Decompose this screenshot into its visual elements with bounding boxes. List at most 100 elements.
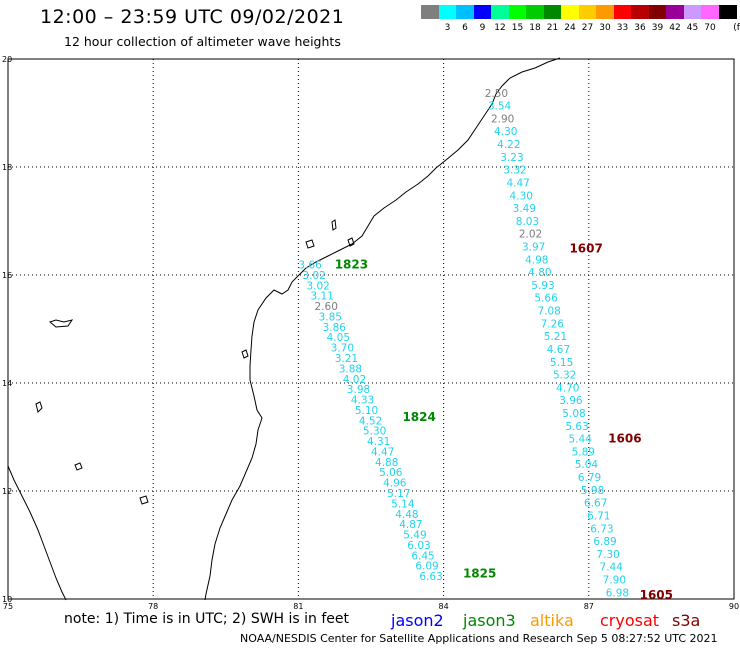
wave-height-label: 5.44 bbox=[569, 434, 593, 446]
wave-height-label: 3.49 bbox=[513, 203, 536, 215]
island-2 bbox=[35, 401, 43, 413]
wave-height-label: 2.50 bbox=[485, 88, 508, 100]
pass-number-label: 1825 bbox=[463, 566, 496, 580]
scale-swatch bbox=[561, 5, 579, 19]
scale-swatch bbox=[543, 5, 562, 19]
scale-label: 9 bbox=[479, 23, 486, 33]
scale-label: 45 bbox=[686, 23, 699, 33]
coastline-sri-lanka-west bbox=[7, 465, 67, 601]
scale-label: 70 bbox=[704, 23, 716, 33]
wave-height-label: 4.30 bbox=[494, 126, 517, 138]
wave-height-label: 5.93 bbox=[531, 280, 554, 292]
scale-swatch bbox=[421, 5, 439, 19]
wave-height-label: 5.32 bbox=[553, 370, 576, 382]
wave-height-label: 6.45 bbox=[411, 550, 434, 562]
lon-tick-label: 81 bbox=[293, 602, 303, 611]
wave-height-label: 5.98 bbox=[581, 485, 604, 497]
wave-height-label: 3.70 bbox=[331, 343, 354, 355]
wave-height-label: 7.08 bbox=[537, 306, 560, 318]
note-text: note: 1) Time is in UTC; 2) SWH is in fe… bbox=[64, 611, 350, 627]
wave-height-label: 4.05 bbox=[327, 332, 350, 344]
wave-height-label: 5.30 bbox=[363, 426, 386, 438]
scale-label: 30 bbox=[599, 23, 611, 33]
wave-height-label: 4.47 bbox=[371, 446, 394, 458]
island-6 bbox=[331, 219, 337, 231]
wave-height-label: 3.98 bbox=[347, 384, 370, 396]
wave-height-label: 2.60 bbox=[315, 301, 338, 313]
wave-height-label: 6.71 bbox=[587, 510, 610, 522]
pass-number-label: 1607 bbox=[569, 241, 602, 255]
scale-swatch bbox=[456, 5, 474, 19]
wave-height-label: 3.23 bbox=[500, 152, 523, 164]
pass-number-label: 1824 bbox=[402, 410, 435, 424]
scale-swatch bbox=[631, 5, 649, 19]
wave-height-label: 6.63 bbox=[419, 571, 442, 583]
wave-height-label: 2.02 bbox=[519, 229, 542, 241]
wave-height-label: 4.33 bbox=[351, 395, 374, 407]
island-7 bbox=[305, 239, 315, 249]
wave-height-label: 4.48 bbox=[395, 509, 418, 521]
island-1 bbox=[48, 319, 74, 328]
lon-tick-label: 75 bbox=[3, 602, 13, 611]
lon-tick-label: 84 bbox=[439, 602, 449, 611]
scale-label: 21 bbox=[546, 23, 559, 33]
lat-tick-label: 16 bbox=[2, 271, 12, 280]
wave-height-label: 4.67 bbox=[547, 344, 570, 356]
wave-height-label: 5.66 bbox=[534, 293, 558, 305]
wave-height-label: 3.88 bbox=[339, 363, 362, 375]
wave-height-label: 5.49 bbox=[403, 530, 426, 542]
wave-height-label: 5.15 bbox=[550, 357, 573, 369]
wave-height-label: 8.03 bbox=[516, 216, 539, 228]
scale-swatch bbox=[648, 5, 667, 19]
scale-label: 3 bbox=[444, 23, 451, 33]
wave-height-label: 4.80 bbox=[528, 267, 551, 279]
wave-height-label: 5.10 bbox=[355, 405, 378, 417]
altimeter-tracks: 3.663.023.023.112.603.853.864.053.703.21… bbox=[298, 88, 673, 602]
wave-height-label: 4.52 bbox=[359, 415, 382, 427]
wave-height-label: 5.08 bbox=[562, 408, 585, 420]
wave-height-label: 5.06 bbox=[379, 467, 403, 479]
island-4 bbox=[139, 495, 149, 505]
lon-tick-label: 78 bbox=[148, 602, 158, 611]
scale-label: 39 bbox=[651, 23, 664, 33]
lat-tick-label: 14 bbox=[2, 379, 12, 388]
wave-height-label: 7.26 bbox=[541, 318, 565, 330]
wave-height-label: 7.30 bbox=[596, 549, 619, 561]
pass-number-label: 1606 bbox=[608, 431, 641, 445]
lon-tick-label: 90 bbox=[729, 602, 739, 611]
wave-height-label: 6.67 bbox=[584, 498, 607, 510]
wave-height-label: 3.96 bbox=[559, 395, 583, 407]
wave-height-label: 3.02 bbox=[302, 270, 325, 282]
coastline-india-east bbox=[204, 57, 561, 601]
lat-tick-label: 18 bbox=[2, 163, 12, 172]
scale-label: 6 bbox=[462, 23, 468, 33]
pass-number-label: 1823 bbox=[335, 258, 368, 272]
wave-height-label: 3.66 bbox=[298, 260, 322, 272]
wave-height-label: 6.03 bbox=[407, 540, 430, 552]
scale-swatch bbox=[596, 5, 614, 19]
wave-height-label: 3.85 bbox=[319, 311, 342, 323]
scale-label: 18 bbox=[529, 23, 541, 33]
wave-height-label: 4.30 bbox=[510, 190, 533, 202]
wave-height-label: 7.44 bbox=[600, 562, 624, 574]
wave-height-label: 5.14 bbox=[391, 498, 415, 510]
scale-swatch bbox=[718, 5, 737, 19]
footer-credit: NOAA/NESDIS Center for Satellite Applica… bbox=[240, 632, 718, 645]
scale-label: 33 bbox=[616, 23, 629, 33]
grid-lines bbox=[8, 59, 734, 599]
scale-swatch bbox=[508, 5, 527, 19]
wave-height-label: 4.31 bbox=[367, 436, 390, 448]
wave-height-label: 4.22 bbox=[497, 139, 520, 151]
scale-label: 24 bbox=[564, 23, 576, 33]
wave-height-label: 4.87 bbox=[399, 519, 422, 531]
wave-height-label: 6.79 bbox=[578, 472, 601, 484]
scale-swatch bbox=[666, 5, 684, 19]
scale-swatch bbox=[526, 5, 544, 19]
scale-label: 42 bbox=[669, 23, 681, 33]
wave-height-label: 5.17 bbox=[387, 488, 410, 500]
island-5 bbox=[241, 349, 249, 359]
satellite-legend-cryosat: cryosat bbox=[600, 611, 660, 630]
scale-label: 15 bbox=[511, 23, 524, 33]
wave-height-label: 4.02 bbox=[343, 374, 366, 386]
wave-height-label: 3.54 bbox=[488, 101, 512, 113]
